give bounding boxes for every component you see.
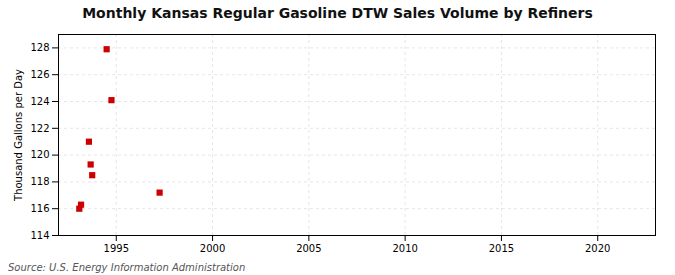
svg-text:Thousand Gallons per Day: Thousand Gallons per Day — [13, 69, 24, 202]
svg-text:2015: 2015 — [489, 243, 514, 254]
svg-text:124: 124 — [30, 96, 49, 107]
svg-text:118: 118 — [30, 176, 49, 187]
svg-text:122: 122 — [30, 123, 49, 134]
html-text:Monthly Kansas Regular Gasolin: Monthly Kansas Regular Gasoline DTW Sale… — [82, 5, 593, 21]
svg-text:116: 116 — [30, 203, 49, 214]
svg-text:2010: 2010 — [392, 243, 417, 254]
html-text:Source: U.S. Energy Informatio: Source: U.S. Energy Information Administ… — [8, 262, 246, 273]
svg-text:128: 128 — [30, 42, 49, 53]
svg-text:114: 114 — [30, 230, 49, 241]
svg-text:2005: 2005 — [296, 243, 321, 254]
svg-text:120: 120 — [30, 149, 49, 160]
svg-text:126: 126 — [30, 69, 49, 80]
svg-text:1995: 1995 — [104, 243, 129, 254]
svg-text:2020: 2020 — [585, 243, 610, 254]
svg-text:2000: 2000 — [200, 243, 225, 254]
